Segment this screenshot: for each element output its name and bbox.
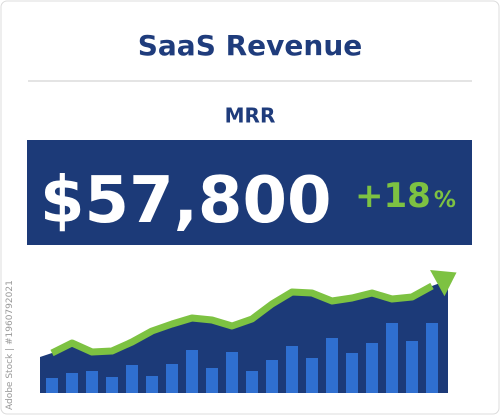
kpi-box — [27, 140, 472, 245]
bar — [186, 350, 198, 393]
bar — [166, 364, 178, 393]
bar — [406, 341, 418, 393]
kpi-label: MRR — [225, 104, 276, 128]
bar — [266, 360, 278, 393]
watermark: Adobe Stock | #1960792021 — [5, 280, 15, 410]
kpi-change: +18% — [355, 176, 456, 216]
bar — [66, 373, 78, 393]
bar — [46, 378, 58, 393]
bar — [86, 371, 98, 393]
kpi-change-unit: % — [434, 188, 456, 213]
kpi-change-number: +18 — [355, 176, 431, 216]
bar — [226, 352, 238, 393]
bar — [146, 376, 158, 393]
title: SaaS Revenue — [138, 29, 363, 62]
bar — [306, 358, 318, 393]
bar — [386, 323, 398, 393]
bar — [286, 346, 298, 393]
bar — [206, 368, 218, 393]
bar — [426, 323, 438, 393]
chart — [40, 269, 457, 393]
bar — [346, 353, 358, 393]
bar — [366, 343, 378, 393]
bar — [106, 377, 118, 393]
trend-line — [50, 282, 434, 357]
bar — [246, 371, 258, 393]
arrow-head — [430, 269, 457, 297]
bar — [126, 365, 138, 393]
bar — [326, 338, 338, 393]
kpi-value: $57,800 — [40, 164, 332, 238]
